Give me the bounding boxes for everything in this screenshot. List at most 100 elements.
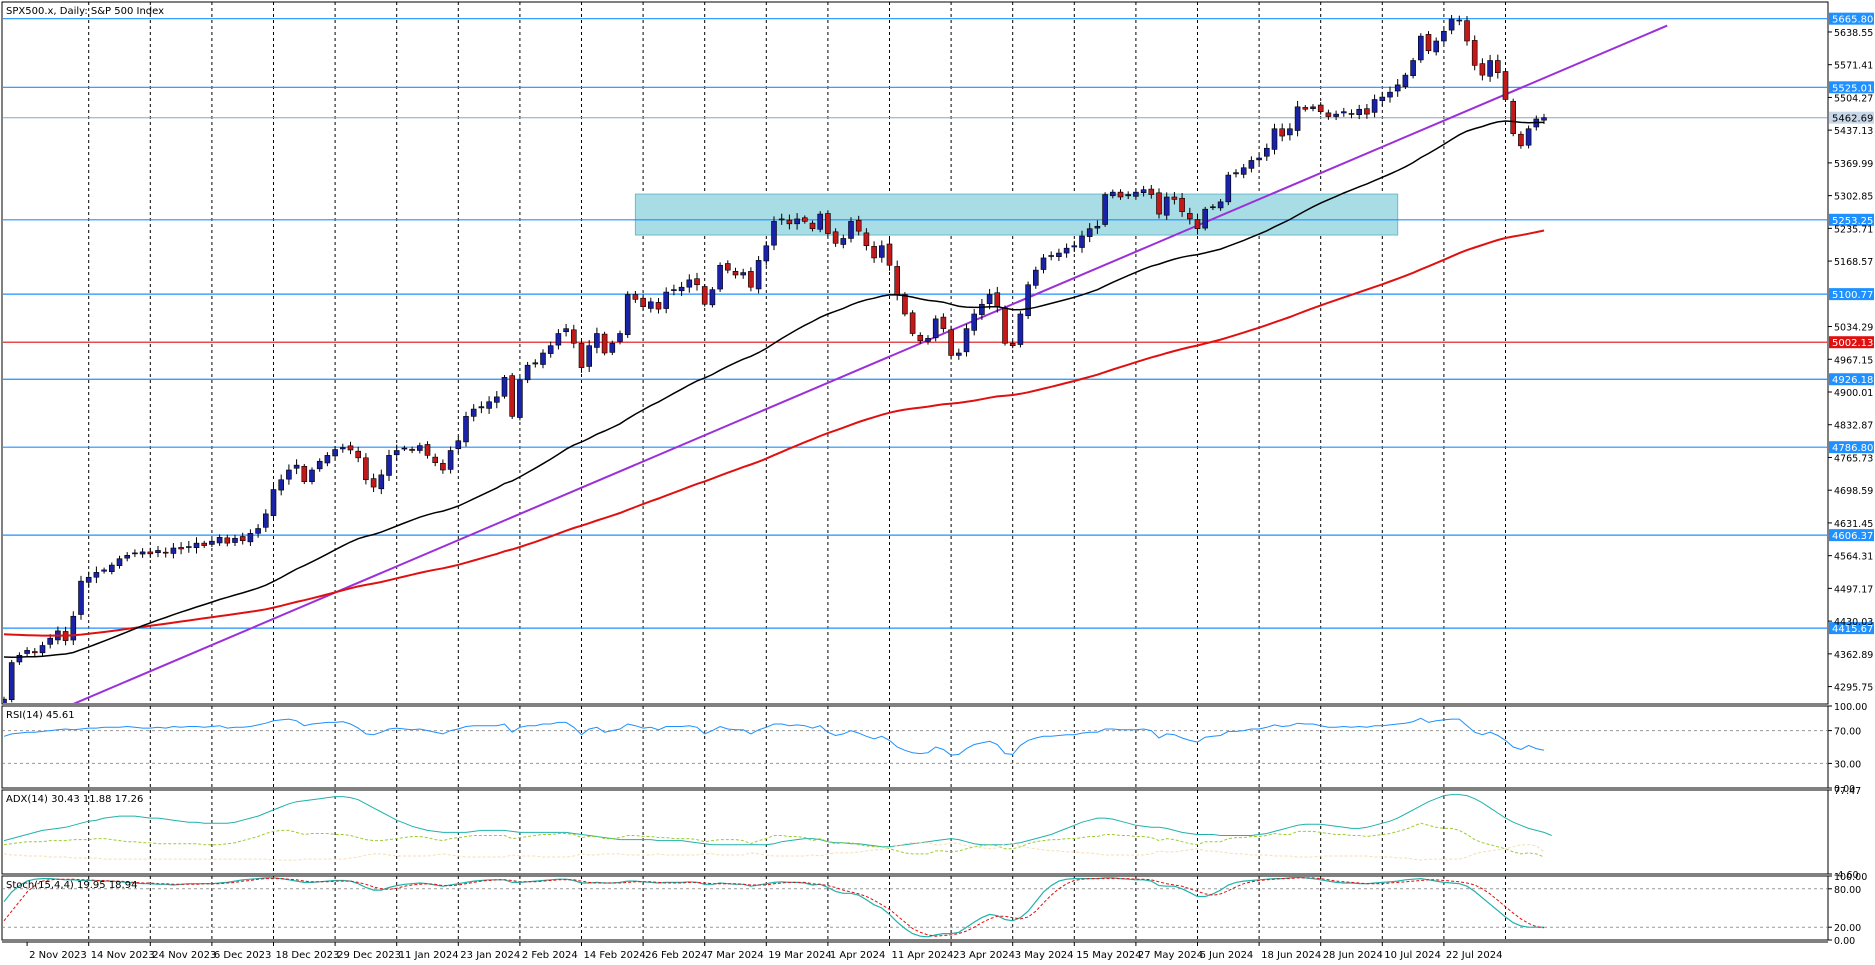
candle [1125, 191, 1131, 200]
candle [455, 436, 462, 454]
x-tick-label: 14 Feb 2024 [584, 950, 646, 961]
adx-line [3, 794, 1552, 848]
bull-candle-body [524, 364, 531, 381]
candle [16, 652, 23, 665]
y-tick-label: 4631.45 [1834, 519, 1873, 530]
y-tick-label: 70.00 [1834, 727, 1861, 738]
candle [1163, 192, 1170, 220]
bear-candle-body [1171, 196, 1178, 200]
bull-candle-body [1240, 167, 1247, 175]
bear-candle-body [1364, 108, 1370, 115]
candle [3, 696, 7, 703]
x-tick-label: 18 Dec 2023 [276, 950, 340, 961]
candle [1071, 240, 1078, 252]
panel-frame-stoch [1, 875, 1829, 941]
adx-panel[interactable] [3, 794, 1552, 861]
candle [1325, 109, 1332, 120]
candle [1063, 243, 1070, 258]
rsi-panel[interactable] [2, 717, 1828, 764]
candle [855, 215, 862, 236]
candle [586, 340, 593, 373]
bull-candle-body [1094, 225, 1101, 229]
bull-candle-body [1387, 91, 1393, 98]
candle [293, 459, 300, 475]
candle [239, 532, 246, 545]
bull-candle-body [1256, 157, 1262, 161]
candle [209, 538, 215, 548]
bull-candle-body [278, 479, 285, 491]
bear-candle-body [178, 547, 184, 550]
candle [1140, 185, 1147, 197]
candle [409, 446, 415, 454]
candle [678, 281, 685, 297]
candle [1525, 125, 1532, 149]
y-tick-label: 5302.85 [1834, 192, 1873, 203]
candle [509, 372, 516, 420]
level-label-bg [1829, 529, 1874, 542]
y-tick-label: 4900.01 [1834, 388, 1873, 399]
candle [1171, 192, 1178, 205]
bull-candle-body [186, 546, 192, 548]
moving-average-long [3, 229, 1545, 637]
candle [24, 647, 30, 657]
bear-candle-body [801, 217, 808, 222]
bull-candle-body [778, 218, 785, 221]
bull-candle-body [16, 654, 23, 663]
bear-candle-body [1348, 113, 1355, 115]
bull-candle-body [624, 294, 631, 335]
candle [1133, 188, 1139, 200]
candle [825, 210, 831, 237]
bear-candle-body [632, 294, 639, 300]
candle [1225, 171, 1232, 206]
level-label-bg [1829, 336, 1874, 349]
bull-candle-body [1202, 208, 1208, 229]
candle [1333, 110, 1339, 121]
bear-candle-body [832, 231, 839, 244]
y-tick-label: 20.00 [1834, 923, 1861, 934]
candle [278, 474, 285, 496]
x-tick-label: 23 Jan 2024 [460, 950, 520, 961]
stoch-panel[interactable] [2, 877, 1828, 938]
bear-candle-body [748, 271, 754, 288]
candle [31, 648, 38, 657]
bull-candle-body [1033, 269, 1039, 286]
bull-candle-body [925, 338, 931, 342]
x-tick-label: 18 Jun 2024 [1261, 950, 1321, 961]
bull-candle-body [1133, 191, 1139, 197]
bull-candle-body [1294, 106, 1301, 131]
bull-candle-body [262, 513, 269, 528]
bull-candle-body [270, 489, 277, 516]
bear-candle-body [1464, 20, 1470, 42]
candle [363, 453, 369, 485]
bull-candle-body [155, 550, 161, 553]
bear-candle-body [370, 478, 377, 488]
bull-candle-body [1448, 18, 1455, 31]
bull-candle-body [132, 552, 138, 555]
candle [432, 453, 439, 467]
bear-candle-body [940, 316, 947, 329]
stoch-signal-line [3, 877, 1545, 937]
level-label: 5525.01 [1832, 83, 1873, 94]
candle [1094, 220, 1101, 234]
candle [732, 267, 739, 279]
rsi-axis: 100.00 70.00 30.00 0.00 [1828, 702, 1867, 795]
resistance-zone [634, 193, 1399, 236]
candle [70, 611, 77, 646]
level-label-bg [1829, 288, 1874, 301]
bull-candle-body [540, 352, 546, 365]
bear-candle-body [825, 213, 831, 234]
bull-candle-body [501, 377, 508, 397]
bear-candle-body [1179, 197, 1185, 212]
bull-candle-body [1394, 84, 1401, 92]
bear-candle-body [1317, 104, 1324, 112]
bull-candle-body [586, 345, 593, 367]
y-tick-label: 0.00 [1834, 936, 1855, 947]
bull-candle-body [848, 221, 854, 239]
bear-candle-body [1425, 34, 1432, 52]
bull-candle-body [139, 551, 146, 555]
price-panel[interactable] [2, 14, 1829, 714]
y-tick-label: 80.00 [1834, 885, 1861, 896]
bear-candle-body [301, 465, 308, 483]
candle [1510, 98, 1516, 137]
